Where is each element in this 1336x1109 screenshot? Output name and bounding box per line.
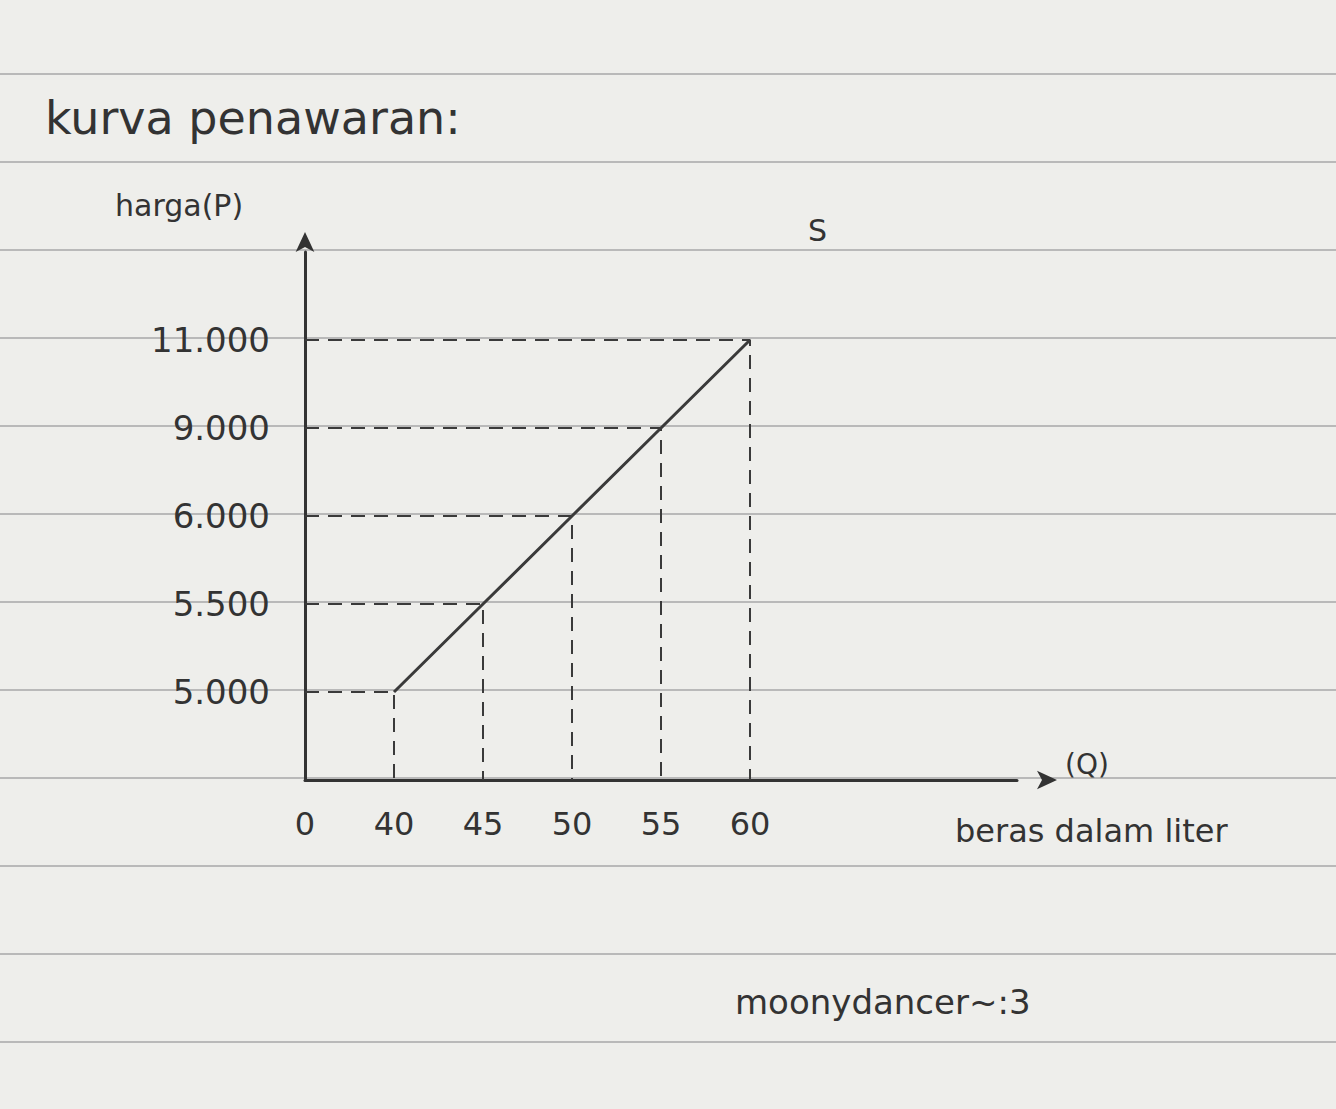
svg-text:55: 55 xyxy=(641,805,682,843)
svg-text:40: 40 xyxy=(374,805,415,843)
svg-text:11.000: 11.000 xyxy=(151,320,270,360)
svg-text:moonydancer~:3: moonydancer~:3 xyxy=(735,982,1031,1022)
svg-text:(Q): (Q) xyxy=(1065,748,1109,781)
svg-text:harga(P): harga(P) xyxy=(115,188,243,223)
svg-text:S: S xyxy=(808,213,827,248)
svg-text:5.000: 5.000 xyxy=(173,672,270,712)
svg-text:50: 50 xyxy=(552,805,593,843)
svg-text:60: 60 xyxy=(730,805,771,843)
svg-text:5.500: 5.500 xyxy=(173,584,270,624)
svg-text:6.000: 6.000 xyxy=(173,496,270,536)
svg-text:45: 45 xyxy=(463,805,504,843)
svg-text:beras dalam liter: beras dalam liter xyxy=(955,812,1228,850)
svg-text:0: 0 xyxy=(295,805,315,843)
svg-text:9.000: 9.000 xyxy=(173,408,270,448)
svg-text:kurva penawaran:: kurva penawaran: xyxy=(45,91,461,145)
